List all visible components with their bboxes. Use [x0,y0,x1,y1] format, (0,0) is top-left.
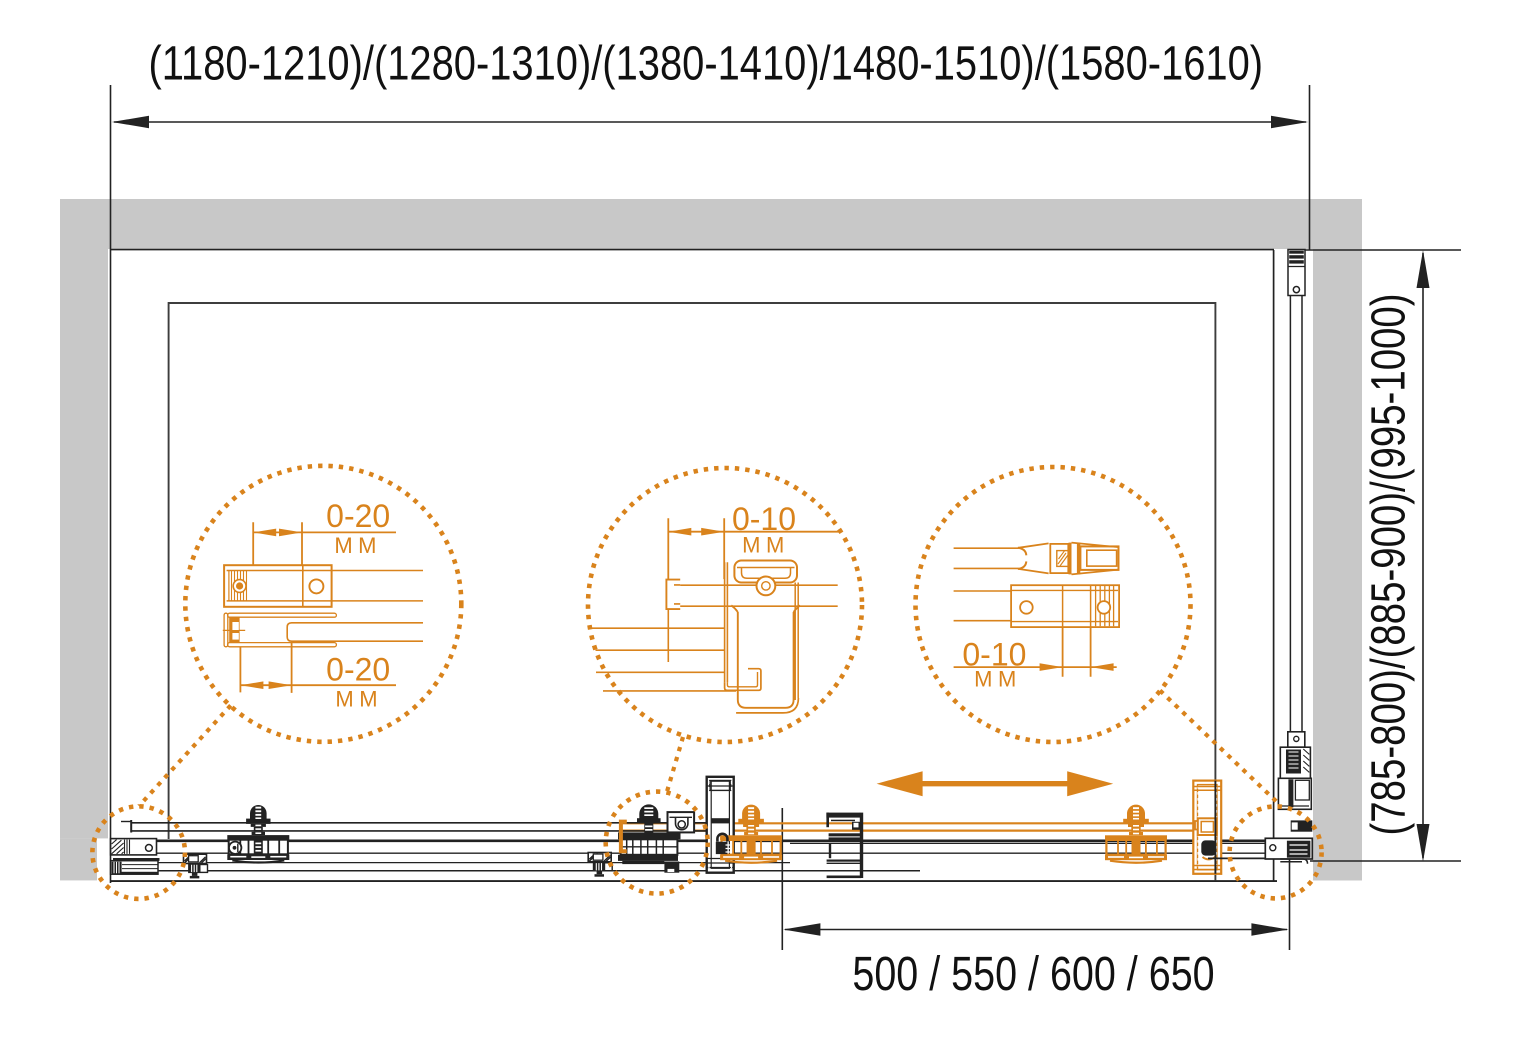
svg-text:0-10: 0-10 [962,637,1026,673]
svg-text:(1180-1210)/(1280-1310)/(1380-: (1180-1210)/(1280-1310)/(1380-1410)/1480… [149,37,1264,90]
svg-text:500 / 550 / 600 / 650: 500 / 550 / 600 / 650 [852,947,1214,1001]
svg-text:0-20: 0-20 [326,498,390,534]
svg-text:(785-800)/(885-900)/(995-1000): (785-800)/(885-900)/(995-1000) [1363,293,1416,835]
svg-text:0-10: 0-10 [732,501,796,537]
svg-text:0-20: 0-20 [326,652,390,688]
